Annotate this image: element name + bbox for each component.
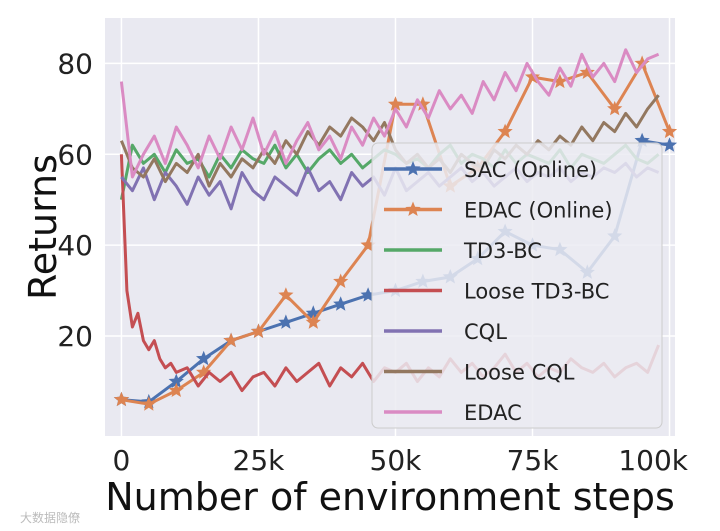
legend-label: Loose CQL [464,361,575,385]
data-point [552,73,568,89]
y-tick-labels: 20 40 60 80 [57,47,93,353]
data-point [661,123,678,139]
series-edac [119,48,660,179]
x-tick-label: 100k [618,444,688,477]
legend-marker [405,201,421,216]
x-tick-label: 50k [370,444,423,477]
data-point [360,287,376,302]
legend-item-sac-online: SAC (Online) [384,158,597,182]
y-tick-label: 60 [57,138,93,171]
data-point [141,396,157,411]
data-point [634,55,650,70]
data-point [250,323,267,338]
x-tick-label: 75k [507,444,560,477]
data-point [387,96,404,111]
legend-label: EDAC (Online) [464,199,613,223]
legend-box [371,142,663,429]
legend-item-td3-bc: TD3-BC [384,239,542,263]
x-axis-label: Number of environment steps [105,475,675,519]
legend-label: Loose TD3-BC [464,280,609,304]
series-line-edac [119,48,660,179]
data-point [168,373,184,388]
y-tick-label: 80 [57,47,93,80]
data-point [305,314,321,329]
legend-label: CQL [464,320,507,344]
data-point [223,332,239,348]
data-point [524,69,541,84]
data-point [305,305,321,320]
x-tick-label: 0 [113,444,131,477]
data-point [579,64,595,79]
watermark-text: 大数据隐僚 [20,510,80,525]
data-point [415,96,431,111]
legend-item-edac-online: EDAC (Online) [384,199,613,223]
data-point [634,132,650,148]
legend-label: TD3-BC [463,239,542,263]
legend-item-edac: EDAC [384,401,522,425]
y-tick-label: 20 [57,320,93,353]
y-tick-label: 40 [57,229,93,262]
data-point [661,137,678,152]
data-point [360,237,376,252]
legend-item-cql: CQL [384,320,507,344]
legend-item-loose-td3-bc: Loose TD3-BC [384,280,609,304]
y-axis-label: Returns [21,154,65,300]
legend-label: SAC (Online) [464,158,597,182]
legend: SAC (Online) EDAC (Online) TD3-BC Loose TD3… [371,142,663,429]
data-point [278,287,294,302]
data-point [333,296,349,311]
x-tick-label: 25k [233,444,286,477]
data-point [196,350,212,366]
legend-item-loose-cql: Loose CQL [384,361,575,385]
data-point [196,364,212,379]
data-point [113,391,130,407]
legend-marker [405,161,421,176]
legend-label: EDAC [464,401,522,425]
data-point [607,100,623,116]
data-point [333,273,349,288]
data-point [497,123,513,139]
x-tick-labels: 0 25k 50k 75k 100k [113,444,689,477]
data-point [168,382,184,397]
data-point [278,314,294,329]
